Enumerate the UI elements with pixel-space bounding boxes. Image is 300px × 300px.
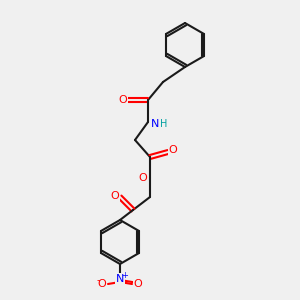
Text: O: O [139,173,147,183]
Text: H: H [160,119,168,129]
Text: O: O [134,279,142,289]
Text: -: - [96,275,100,285]
Text: N: N [116,274,124,284]
Text: O: O [169,145,177,155]
Text: +: + [122,272,128,280]
Text: N: N [151,119,159,129]
Text: O: O [98,279,106,289]
Text: O: O [111,191,119,201]
Text: O: O [118,95,127,105]
